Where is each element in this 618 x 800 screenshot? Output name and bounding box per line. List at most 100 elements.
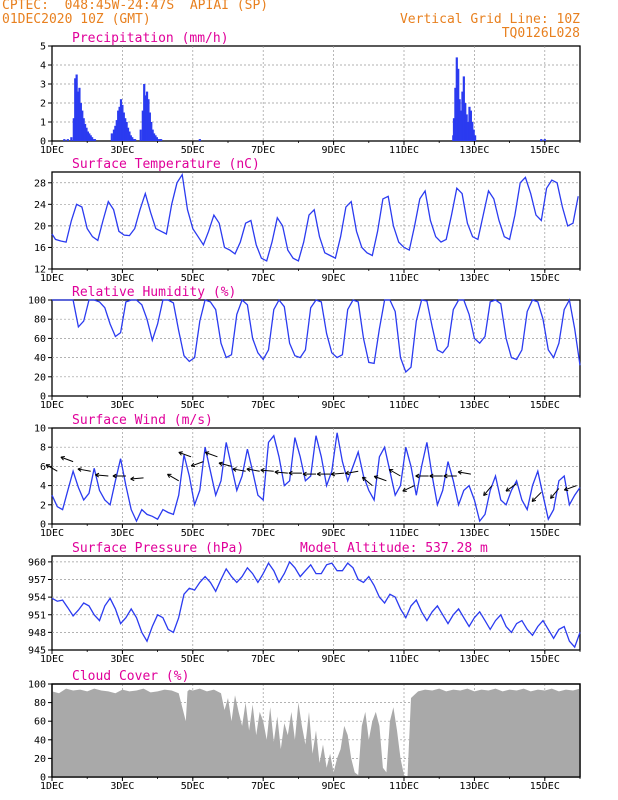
y-tick-label: 60 — [34, 334, 46, 345]
precip-bar — [63, 139, 66, 141]
wind-arrow-shaft — [232, 468, 246, 472]
wind-arrow — [302, 471, 316, 477]
wind-arrow-head — [402, 487, 406, 492]
wind-arrow-shaft — [95, 474, 109, 477]
wind-arrow-head — [274, 471, 279, 475]
wind-arrow-head — [190, 462, 195, 467]
wind-arrow-shaft — [274, 471, 288, 474]
x-tick-label: 7DEC — [251, 273, 275, 284]
wind-arrow — [402, 485, 415, 492]
wind-arrow-head — [246, 468, 251, 472]
x-tick-label: 5DEC — [181, 781, 205, 792]
panel-wind: 0 2 4 6 8 10 1DEC 3DEC 5DEC 7DEC 9DEC 11DEC 13DEC 15D… — [34, 413, 581, 539]
wind-arrow-head — [77, 468, 82, 472]
x-tick-label: 11DEC — [389, 400, 419, 411]
wind-arrow-shaft — [531, 491, 542, 502]
precip-bar — [198, 139, 201, 141]
precip-bar — [150, 122, 153, 141]
wind-arrow-head — [345, 472, 350, 476]
y-tick-label: 40 — [34, 353, 46, 364]
precip-bar — [110, 133, 113, 141]
precip-bar — [144, 95, 147, 141]
wind-arrow-shaft — [402, 485, 415, 492]
x-tick-label: 5DEC — [181, 528, 205, 539]
y-tick-label: 1 — [40, 118, 46, 129]
wind-arrow-head — [345, 470, 349, 474]
wind-arrow — [130, 476, 144, 482]
precip-bar — [455, 57, 458, 141]
x-tick-label: 13DEC — [459, 400, 489, 411]
wind-arrow — [95, 472, 109, 478]
wind-arrow-head — [95, 472, 100, 476]
panel-precip: 0 1 2 3 4 5 1DEC 3DEC 5DEC 7DEC 9DEC 11DEC 13DEC 15DE… — [40, 31, 581, 156]
wind-arrow-head — [415, 475, 420, 479]
wind-arrow — [388, 469, 401, 477]
wind-arrow-head — [457, 470, 463, 473]
precip-bar — [474, 135, 477, 141]
x-tick-label: 1DEC — [40, 528, 64, 539]
x-tick-label: 7DEC — [251, 654, 275, 665]
precip-bar — [151, 129, 154, 141]
wind-arrow-head — [362, 476, 367, 479]
wind-arrow-head — [429, 475, 434, 479]
precip-bar — [118, 106, 121, 141]
wind-arrow-head — [457, 471, 462, 475]
precip-bar — [117, 110, 120, 141]
precip-bar — [157, 139, 160, 141]
panel-title: Surface Pressure (hPa) — [72, 541, 244, 556]
panel-rh: 0 20 40 60 80 100 1DEC 3DEC 5DEC 7DEC 9DEC 11DEC 13D… — [28, 285, 581, 411]
panel-title: Cloud Cover (%) — [72, 669, 189, 684]
wind-arrow — [345, 470, 359, 476]
wind-arrow-head — [130, 476, 135, 480]
wind-arrow-head — [388, 469, 392, 474]
precip-bar — [85, 127, 88, 141]
y-tick-label: 28 — [34, 178, 46, 189]
wind-arrow-head — [373, 476, 378, 480]
wind-arrow — [246, 467, 260, 472]
wind-arrow-shaft — [77, 468, 91, 472]
series-line-temp — [51, 172, 579, 262]
precip-bar — [76, 91, 80, 141]
wind-arrow — [316, 471, 331, 477]
y-tick-label: 100 — [28, 680, 46, 691]
x-tick-label: 13DEC — [459, 781, 489, 792]
x-tick-label: 1DEC — [40, 781, 64, 792]
wind-arrow — [361, 476, 373, 486]
panel-frame — [51, 299, 581, 397]
precip-bar — [112, 129, 116, 141]
x-tick-label: 3DEC — [110, 781, 134, 792]
precip-bar — [81, 110, 84, 141]
x-tick-label: 13DEC — [459, 654, 489, 665]
wind-arrow — [45, 464, 58, 472]
wind-arrow-shaft — [190, 461, 204, 467]
x-tick-label: 15DEC — [530, 273, 560, 284]
y-tick-label: 960 — [28, 557, 46, 568]
wind-arrow-head — [483, 491, 485, 496]
x-tick-label: 3DEC — [110, 528, 134, 539]
x-tick-label: 9DEC — [322, 273, 346, 284]
precip-bar — [152, 133, 156, 141]
precip-bar — [468, 106, 471, 141]
x-tick-label: 9DEC — [322, 400, 346, 411]
y-tick-label: 4 — [40, 61, 46, 72]
wind-arrow — [457, 470, 471, 475]
precip-bar — [141, 110, 144, 141]
wind-arrow-head — [302, 473, 307, 477]
panel-title: Surface Wind (m/s) — [72, 413, 213, 428]
precip-bar — [133, 139, 137, 141]
y-tick-label: 10 — [34, 424, 46, 435]
wind-arrow-head — [95, 474, 99, 478]
wind-arrow-shaft — [246, 468, 260, 472]
panel-pres: 945 948 951 954 957 960 1DEC 3DEC 5DEC 7DEC 9DEC 11… — [28, 541, 581, 665]
x-tick-label: 11DEC — [389, 528, 419, 539]
precip-bar — [78, 87, 81, 141]
wind-arrow-head — [260, 468, 265, 471]
precip-bar — [160, 139, 163, 141]
wind-arrow-shaft — [60, 456, 74, 463]
precip-bar — [126, 127, 130, 141]
x-tick-label: 7DEC — [251, 528, 275, 539]
header-location: CPTEC: 048:45W-24:47S APIAI (SP) — [2, 0, 269, 13]
series-line-pres — [51, 560, 581, 649]
x-tick-label: 15DEC — [530, 400, 560, 411]
